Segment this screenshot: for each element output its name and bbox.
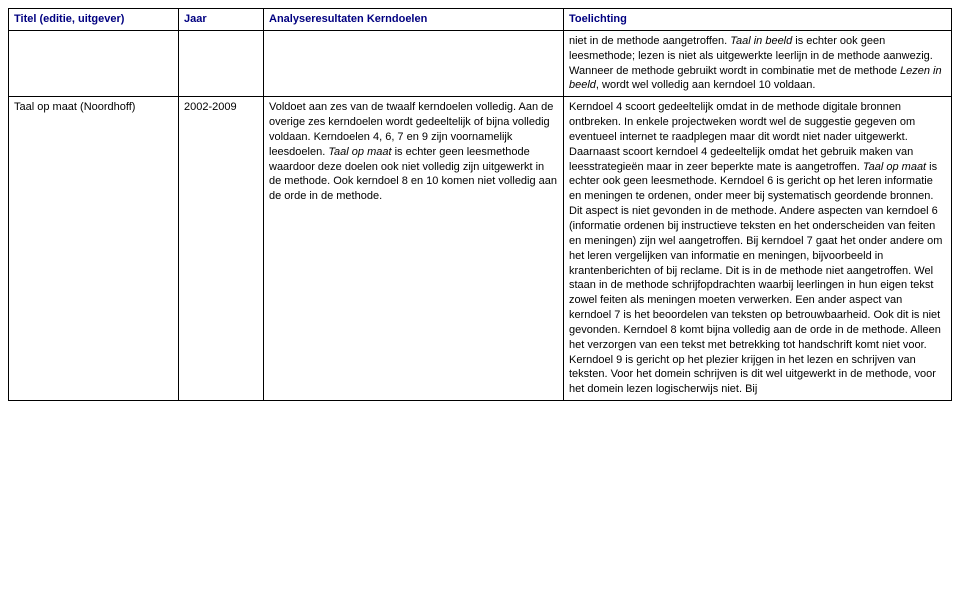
table-header-row: Titel (editie, uitgever) Jaar Analyseres… [9, 9, 952, 31]
table-row-continuation: niet in de methode aangetroffen. Taal in… [9, 30, 952, 96]
prev-toelichting-text: niet in de methode aangetroffen. Taal in… [569, 35, 942, 92]
prev-toelichting-cell: niet in de methode aangetroffen. Taal in… [564, 30, 952, 96]
header-title: Titel (editie, uitgever) [9, 9, 179, 31]
toelichting-cell: Kerndoel 4 scoort gedeeltelijk omdat in … [564, 97, 952, 401]
header-analysis: Analyseresultaten Kerndoelen [264, 9, 564, 31]
prev-analysis-cell [264, 30, 564, 96]
prev-title-cell [9, 30, 179, 96]
analysis-text: Voldoet aan zes van de twaalf kerndoelen… [269, 101, 557, 202]
year-cell: 2002-2009 [179, 97, 264, 401]
header-toelichting: Toelichting [564, 9, 952, 31]
kerndoelen-table: Titel (editie, uitgever) Jaar Analyseres… [8, 8, 952, 401]
title-cell: Taal op maat (Noordhoff) [9, 97, 179, 401]
table-row: Taal op maat (Noordhoff) 2002-2009 Voldo… [9, 97, 952, 401]
header-year: Jaar [179, 9, 264, 31]
prev-year-cell [179, 30, 264, 96]
analysis-cell: Voldoet aan zes van de twaalf kerndoelen… [264, 97, 564, 401]
toelichting-text: Kerndoel 4 scoort gedeeltelijk omdat in … [569, 101, 942, 395]
